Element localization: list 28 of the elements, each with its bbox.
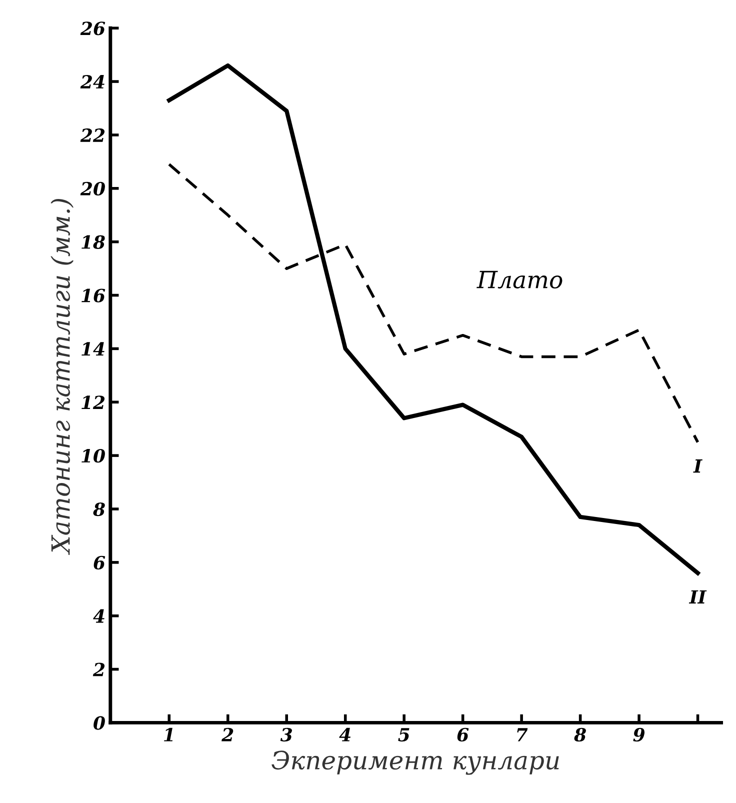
y-tick-label: 4: [93, 609, 104, 623]
y-tick-label: 0: [94, 716, 105, 730]
x-axis-title: Экперимент кунлари: [272, 750, 559, 775]
x-tick-label: 9: [633, 728, 644, 742]
series-label: I: [693, 459, 702, 473]
y-tick-label: 10: [82, 449, 105, 463]
series-label: II: [688, 590, 707, 604]
y-tick-label: 14: [82, 342, 104, 356]
y-axis-title: Хатонинг каттлиги (мм.): [50, 199, 74, 555]
y-tick-label: 12: [82, 396, 105, 409]
y-tick-label: 16: [82, 288, 106, 302]
y-tick-label: 24: [80, 74, 104, 88]
x-tick-label: 8: [574, 728, 586, 742]
y-tick-label: 6: [94, 556, 106, 570]
x-tick-label: 7: [517, 728, 528, 742]
y-tick-label: 22: [80, 128, 105, 142]
x-tick-label: 1: [164, 728, 173, 742]
y-tick-label: 26: [80, 22, 106, 36]
x-tick-label: 3: [280, 728, 292, 742]
x-tick-label: 6: [457, 728, 469, 742]
y-tick-label: 18: [82, 235, 105, 249]
annotation: Плато: [476, 270, 562, 288]
y-tick-label: 8: [93, 502, 105, 516]
x-tick-label: 4: [339, 728, 350, 742]
y-tick-label: 20: [80, 182, 105, 196]
x-tick-label: 5: [398, 728, 410, 742]
y-tick-label: 2: [92, 662, 105, 676]
x-tick-label: 2: [222, 728, 234, 742]
